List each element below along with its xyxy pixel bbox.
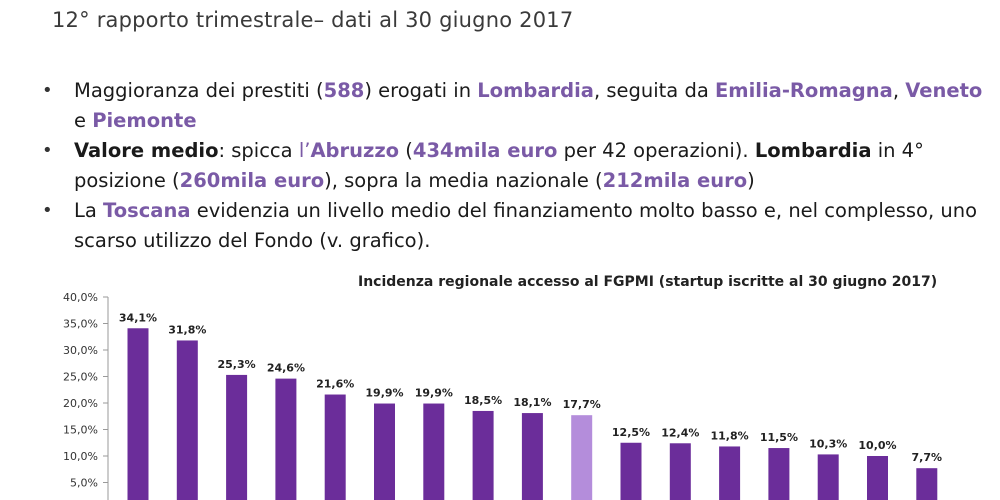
bar bbox=[669, 443, 691, 500]
y-tick-label: 10,0% bbox=[63, 450, 98, 463]
bullet-1-segment: Piemonte bbox=[92, 109, 197, 132]
bullet-1-segment: Lombardia bbox=[477, 79, 594, 102]
bullet-2-segment: Valore medio bbox=[74, 139, 219, 162]
bar-value-label: 18,5% bbox=[464, 394, 502, 407]
bar-value-label: 18,1% bbox=[513, 396, 551, 409]
bar-value-label: 17,7% bbox=[563, 398, 601, 411]
y-tick-label: 5,0% bbox=[70, 477, 98, 490]
bullet-1-segment: e bbox=[74, 109, 93, 132]
bar-value-label: 21,6% bbox=[316, 378, 354, 391]
bar bbox=[768, 448, 790, 500]
bar-value-label: 11,8% bbox=[711, 429, 749, 442]
y-tick-label: 40,0% bbox=[63, 291, 98, 304]
y-tick-label: 25,0% bbox=[63, 371, 98, 384]
bar-value-label: 12,4% bbox=[661, 426, 699, 439]
bar-value-label: 7,7% bbox=[912, 451, 943, 464]
bar bbox=[867, 456, 888, 500]
y-tick-label: 15,0% bbox=[63, 424, 98, 437]
bullet-1-segment: Veneto bbox=[905, 79, 983, 102]
bullet-1-segment: , bbox=[892, 79, 906, 102]
bar bbox=[719, 446, 741, 500]
bar bbox=[817, 454, 839, 500]
bar bbox=[374, 403, 395, 500]
bullet-1-segment: Maggioranza dei prestiti ( bbox=[74, 79, 324, 102]
bullet-2-segment: : spicca bbox=[218, 139, 299, 162]
bullet-item-2: Valore medio: spicca l’Abruzzo (434mila … bbox=[40, 136, 990, 196]
bar bbox=[521, 413, 543, 500]
bar-value-label: 25,3% bbox=[218, 358, 256, 371]
chart-area: Incidenza regionale accesso al FGPMI (st… bbox=[0, 262, 1000, 500]
bar-value-label: 34,1% bbox=[119, 311, 157, 324]
bar bbox=[324, 394, 346, 500]
bullet-1-segment: ) erogati in bbox=[364, 79, 478, 102]
bullet-2-segment: ( bbox=[399, 139, 413, 162]
bullet-2-segment: 212mila euro bbox=[602, 169, 748, 192]
bar bbox=[423, 403, 445, 500]
bullet-1-segment: , seguita da bbox=[593, 79, 715, 102]
bullet-1-segment: 588 bbox=[323, 79, 365, 102]
bullet-list: Maggioranza dei prestiti (588) erogati i… bbox=[40, 76, 990, 256]
y-tick-label: 20,0% bbox=[63, 397, 98, 410]
bar-chart: 40,0% 35,0% 30,0% 25,0% 20,0% 15,0% 10,0% 5,0% 3… bbox=[63, 291, 943, 500]
bullet-2-segment: per 42 operazioni). bbox=[557, 139, 755, 162]
bar bbox=[176, 340, 198, 500]
bar bbox=[571, 415, 593, 500]
bar bbox=[275, 378, 297, 500]
bar-value-label: 24,6% bbox=[267, 362, 305, 375]
bar bbox=[620, 442, 642, 500]
bullet-2-segment: in 4° posizione ( bbox=[74, 139, 924, 192]
bar-value-label: 10,3% bbox=[809, 437, 847, 450]
bullet-3-segment: evidenzia un livello medio del finanziam… bbox=[74, 199, 978, 252]
bullet-2-segment: ), sopra la media nazionale ( bbox=[324, 169, 603, 192]
bullet-2-segment: 260mila euro bbox=[179, 169, 325, 192]
bullet-2-segment: l’ bbox=[298, 139, 311, 162]
bullet-2-segment: ) bbox=[747, 169, 755, 192]
bullet-2-segment: Abruzzo bbox=[310, 139, 400, 162]
bar-value-label: 19,9% bbox=[415, 387, 453, 400]
bar bbox=[226, 374, 248, 500]
slide-subtitle: 12° rapporto trimestrale– dati al 30 giu… bbox=[52, 8, 574, 32]
bar bbox=[127, 328, 149, 500]
bar-value-label: 10,0% bbox=[858, 439, 896, 452]
bar-value-label: 19,9% bbox=[365, 387, 403, 400]
bullet-3-segment: La bbox=[74, 199, 104, 222]
bullet-2-segment: Lombardia bbox=[754, 139, 872, 162]
y-tick-label: 30,0% bbox=[63, 344, 98, 357]
bar bbox=[916, 468, 938, 500]
chart-title: Incidenza regionale accesso al FGPMI (st… bbox=[358, 274, 938, 290]
bar-value-label: 31,8% bbox=[168, 323, 206, 336]
bullet-item-3: La Toscana evidenzia un livello medio de… bbox=[40, 196, 990, 256]
bullet-3-segment: Toscana bbox=[103, 199, 191, 222]
bullet-2-segment: 434mila euro bbox=[412, 139, 558, 162]
bullet-1-segment: Emilia-Romagna bbox=[714, 79, 893, 102]
bar-value-label: 12,5% bbox=[612, 426, 650, 439]
bullet-item-1: Maggioranza dei prestiti (588) erogati i… bbox=[40, 76, 990, 136]
y-tick-label: 35,0% bbox=[63, 318, 98, 331]
bar-value-label: 11,5% bbox=[760, 431, 798, 444]
bar bbox=[472, 410, 494, 500]
